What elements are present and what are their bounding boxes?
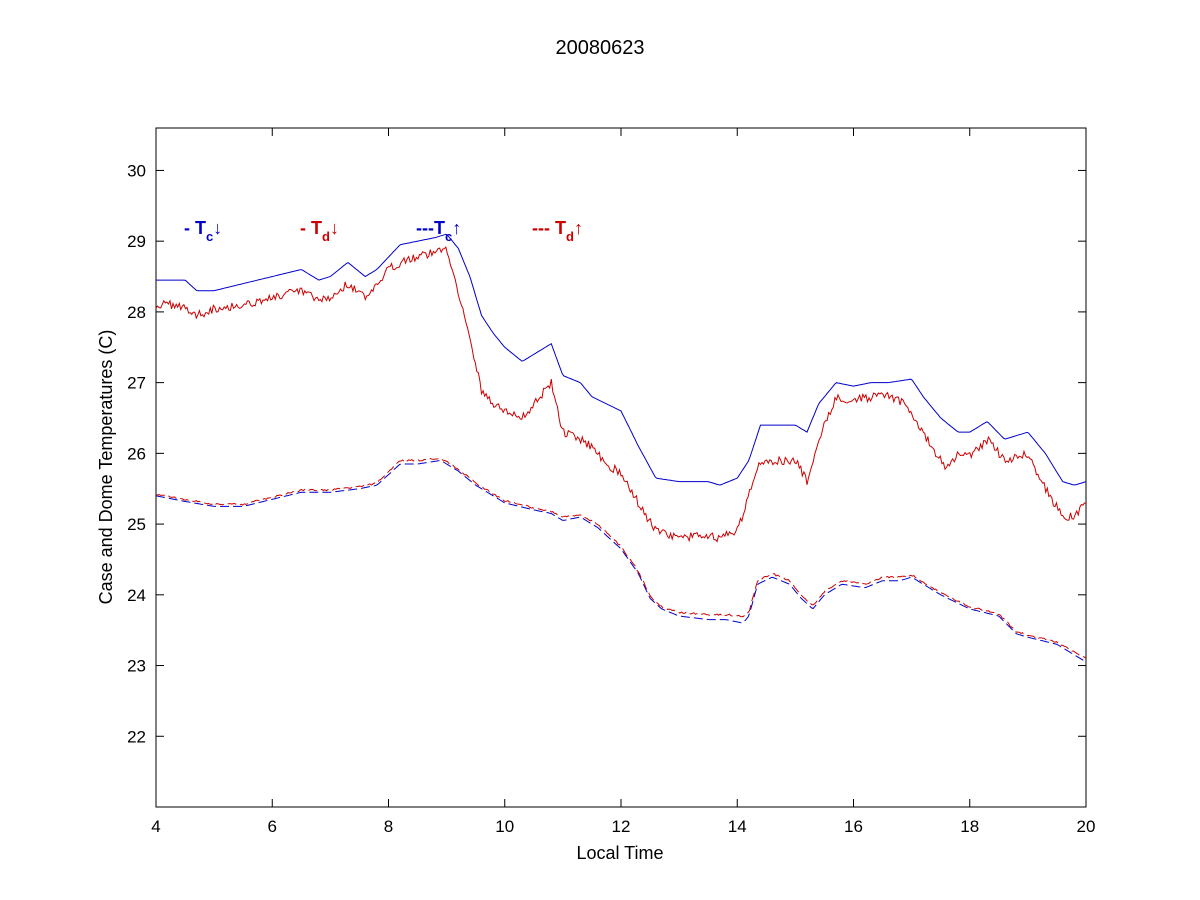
- y-axis-label: Case and Dome Temperatures (C): [96, 330, 116, 605]
- y-tick-label: 24: [127, 586, 146, 605]
- x-tick-label: 18: [960, 817, 979, 836]
- y-tick-label: 28: [127, 303, 146, 322]
- x-tick-label: 10: [495, 817, 514, 836]
- x-tick-label: 12: [612, 817, 631, 836]
- x-axis-label: Local Time: [576, 843, 663, 863]
- x-tick-label: 4: [151, 817, 160, 836]
- y-tick-label: 22: [127, 727, 146, 746]
- series-line: [155, 460, 1087, 663]
- chart-title: 20080623: [556, 37, 645, 59]
- x-tick-label: 20: [1077, 817, 1096, 836]
- series-line: [155, 457, 1087, 659]
- y-tick-label: 27: [127, 374, 146, 393]
- series-line: [155, 246, 1087, 543]
- y-tick-label: 23: [127, 657, 146, 676]
- plot-area: 4 6 8 10 12 14 16 18 20 22 23 24 25 26 27 28 29 30 - Tc↓ - …: [127, 127, 1096, 836]
- legend-entry: - Td↓: [300, 218, 339, 244]
- x-tick-label: 6: [268, 817, 277, 836]
- x-tick-label: 16: [844, 817, 863, 836]
- y-tick-label: 29: [127, 232, 146, 251]
- legend-entry: - Tc↓: [184, 218, 222, 244]
- y-tick-label: 25: [127, 515, 146, 534]
- legend-entry: --- Td↑: [532, 218, 583, 244]
- series-line: [156, 233, 1087, 486]
- y-tick-label: 26: [127, 444, 146, 463]
- legend-entry: ---Tc↑: [416, 218, 461, 244]
- y-tick-label: 30: [127, 161, 146, 180]
- x-tick-label: 8: [384, 817, 393, 836]
- x-tick-label: 14: [728, 817, 747, 836]
